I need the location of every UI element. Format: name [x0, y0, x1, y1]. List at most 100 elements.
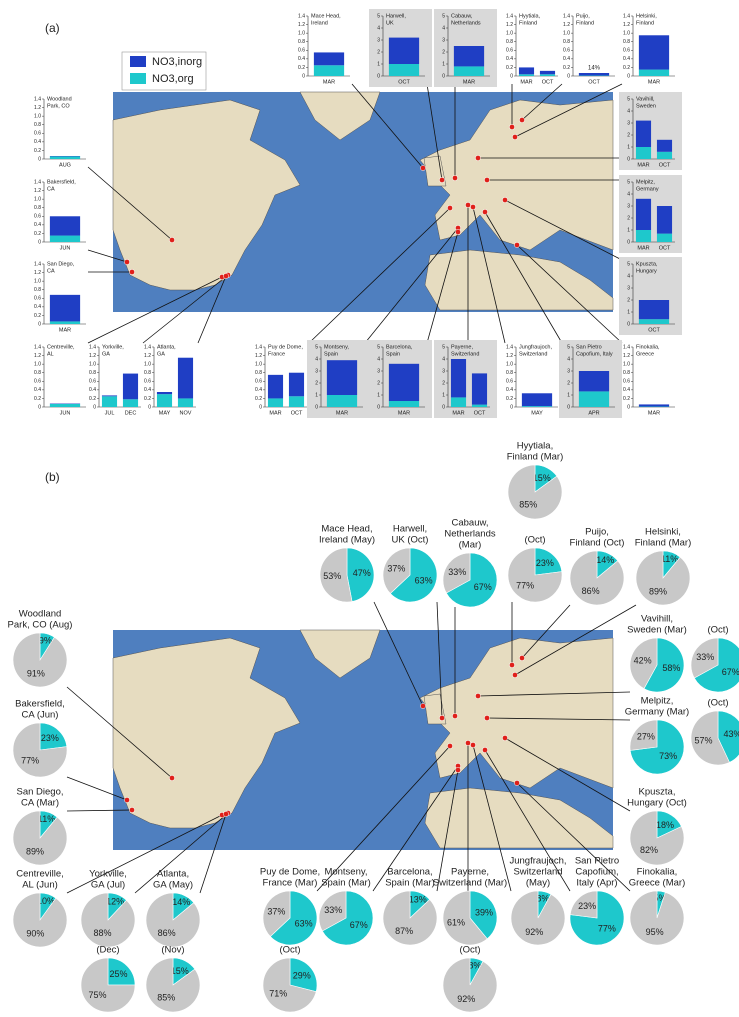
bar-segment	[327, 360, 357, 395]
y-tick-label: 0	[38, 239, 41, 245]
bar-segment	[636, 121, 651, 147]
y-tick-label: 0.4	[623, 387, 630, 393]
bar-segment	[451, 359, 466, 397]
y-tick-label: 0.4	[506, 56, 513, 62]
bar-segment	[268, 398, 283, 407]
pie-slice	[13, 633, 67, 687]
pie-label: 39%	[475, 907, 493, 917]
pie-title: Spain (Mar)	[321, 878, 371, 889]
bar-segment	[50, 216, 80, 235]
x-tick-label: MAR	[520, 79, 532, 85]
y-tick-label: 2	[442, 49, 445, 55]
y-tick-label: 0.4	[623, 56, 630, 62]
y-tick-label: 1.2	[298, 22, 305, 28]
figure: (a) (b) NO3,inorgNO3,orgWoodlandPark, CO…	[0, 0, 739, 1017]
chart-title: Payerne,	[451, 344, 473, 350]
pie-label: 71%	[269, 988, 287, 998]
x-tick-label: OCT	[291, 410, 303, 416]
pie-title: Greece (Mar)	[629, 878, 685, 889]
pie-label: 67%	[474, 582, 492, 592]
chart-title: Bakersfield,	[47, 179, 76, 185]
y-tick-label: 1.4	[34, 96, 41, 102]
chart-title: France	[268, 351, 285, 357]
y-tick-label: 3	[567, 368, 570, 374]
pie-title: AL (Jun)	[22, 880, 58, 891]
bar-segment	[50, 156, 80, 159]
site-marker	[475, 155, 480, 160]
pie-title: Hungary (Oct)	[627, 798, 687, 809]
x-tick-label: APR	[588, 410, 599, 416]
site-marker	[447, 205, 452, 210]
pie-label: 43%	[723, 729, 739, 739]
site-marker	[509, 662, 514, 667]
y-tick-label: 0.8	[563, 39, 570, 45]
y-tick-label: 1.0	[89, 361, 96, 367]
pie-label: 23%	[41, 733, 59, 743]
panel-label: (a)	[45, 21, 60, 35]
site-marker	[470, 742, 475, 747]
x-tick-label: AUG	[59, 162, 71, 168]
y-tick-label: 1	[377, 61, 380, 67]
x-tick-label: MAR	[452, 410, 464, 416]
y-tick-label: 4	[442, 25, 445, 31]
y-tick-label: 0.2	[563, 65, 570, 71]
pie-label: 14%	[172, 897, 190, 907]
chart-title: Jungfraujoch,	[519, 344, 552, 350]
pie-label: 82%	[640, 845, 658, 855]
legend-swatch	[130, 56, 146, 67]
y-tick-label: 4	[627, 273, 630, 279]
site-marker	[129, 807, 134, 812]
bar-segment	[579, 73, 609, 76]
y-tick-label: 1.4	[506, 13, 513, 19]
x-tick-label: MAR	[648, 410, 660, 416]
x-tick-label: OCT	[474, 410, 486, 416]
y-tick-label: 1.0	[255, 361, 262, 367]
y-tick-label: 0.4	[34, 139, 41, 145]
site-marker	[447, 743, 452, 748]
pie-slice	[443, 958, 497, 1012]
y-tick-label: 1.2	[563, 22, 570, 28]
y-tick-label: 0.2	[506, 65, 513, 71]
chart-title: Switzerland	[519, 351, 547, 357]
y-tick-label: 1.0	[144, 361, 151, 367]
y-tick-label: 0	[377, 404, 380, 410]
bar-segment	[454, 46, 484, 66]
site-marker	[223, 273, 228, 278]
site-marker	[420, 165, 425, 170]
pie-label: 73%	[659, 751, 677, 761]
bar-segment	[540, 71, 555, 74]
bar-segment	[639, 70, 669, 76]
y-tick-label: 0	[148, 404, 151, 410]
chart-title: San Pietro	[576, 344, 602, 350]
pie-label: 33%	[448, 567, 466, 577]
y-tick-label: 1.0	[623, 361, 630, 367]
bar-segment	[636, 199, 651, 230]
y-tick-label: 0.2	[34, 396, 41, 402]
y-tick-label: 0.8	[506, 370, 513, 376]
annotation: 14%	[588, 66, 601, 72]
pie-label: 89%	[649, 586, 667, 596]
chart-title: Woodland	[47, 96, 72, 102]
x-tick-label: OCT	[659, 245, 671, 251]
site-marker	[482, 747, 487, 752]
y-tick-label: 0.4	[34, 387, 41, 393]
chart-title: GA	[157, 351, 165, 357]
pie-title: France (Mar)	[263, 878, 318, 889]
y-tick-label: 0.2	[89, 396, 96, 402]
pie-title: (Oct)	[459, 945, 480, 956]
x-tick-label: NOV	[180, 410, 192, 416]
y-tick-label: 1.0	[506, 361, 513, 367]
y-tick-label: 1	[627, 227, 630, 233]
y-tick-label: 0.6	[563, 48, 570, 54]
pie-title: Sweden (Mar)	[627, 625, 687, 636]
y-tick-label: 0	[38, 156, 41, 162]
y-tick-label: 0	[302, 73, 305, 79]
y-tick-label: 0	[38, 321, 41, 327]
pie-title: Italy (Apr)	[576, 878, 617, 889]
chart-title: Kpuszta,	[636, 261, 658, 267]
pie-slice	[13, 893, 67, 947]
pie-title: Spain (Mar)	[385, 878, 435, 889]
pie-label: 61%	[447, 917, 465, 927]
x-tick-label: JUN	[60, 245, 71, 251]
y-tick-label: 0.4	[506, 387, 513, 393]
